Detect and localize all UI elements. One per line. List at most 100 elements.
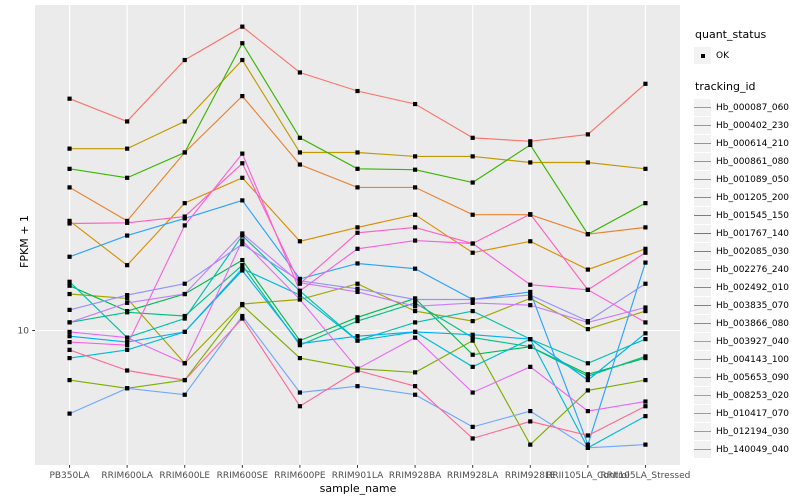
legend-item-Hb_000087_060: Hb_000087_060 — [694, 99, 800, 116]
data-point — [182, 281, 187, 286]
data-point — [182, 361, 187, 366]
data-point — [355, 225, 360, 230]
data-point — [643, 308, 648, 314]
data-point — [412, 329, 418, 335]
data-point — [643, 442, 648, 447]
data-point — [240, 268, 245, 273]
data-point — [470, 424, 475, 429]
data-point — [470, 300, 475, 305]
data-point — [585, 433, 590, 438]
data-point — [240, 24, 245, 29]
data-point — [240, 231, 245, 236]
data-point — [528, 160, 533, 165]
data-point — [528, 409, 533, 414]
legend-item-Hb_002492_010: Hb_002492_010 — [694, 279, 800, 296]
data-point — [297, 293, 303, 298]
legend-item-label: Hb_010417_070 — [716, 408, 790, 419]
data-point — [240, 242, 245, 247]
data-point — [643, 250, 648, 255]
data-point — [297, 390, 303, 395]
series-color-line-icon — [694, 286, 711, 289]
legend-key-box — [694, 369, 711, 386]
series-color-line-icon — [694, 106, 711, 109]
data-point — [297, 239, 303, 244]
data-point — [67, 146, 72, 151]
data-point — [297, 338, 303, 343]
series-color-line-icon — [694, 394, 711, 397]
data-point — [355, 315, 360, 320]
data-point — [355, 368, 360, 373]
data-point — [297, 297, 303, 302]
data-point — [355, 261, 360, 266]
data-point — [355, 185, 360, 190]
data-point — [67, 96, 72, 101]
legend-key-box — [694, 279, 711, 296]
data-point — [182, 377, 187, 383]
x-tick-label: RRIM600SE — [217, 471, 269, 481]
legend-item-Hb_010417_070: Hb_010417_070 — [694, 405, 800, 422]
data-point — [585, 374, 590, 379]
legend-item-Hb_004143_100: Hb_004143_100 — [694, 351, 800, 368]
series-color-line-icon — [694, 160, 711, 163]
data-point — [470, 212, 475, 217]
data-point — [182, 223, 187, 228]
data-point — [125, 368, 130, 373]
data-point — [528, 212, 533, 217]
data-point — [67, 339, 72, 345]
data-point — [528, 296, 533, 301]
legend-key-box — [694, 423, 711, 440]
data-point — [643, 201, 648, 206]
data-point — [412, 266, 418, 271]
data-point — [412, 154, 418, 159]
data-point — [125, 175, 130, 180]
y-tick-label: 10 — [18, 327, 30, 337]
legend-item-quant-status-ok: OK — [694, 47, 800, 64]
data-point — [412, 238, 418, 243]
data-point — [67, 411, 72, 416]
legend-key-box — [694, 333, 711, 350]
data-point — [585, 267, 590, 272]
legend-key-box — [694, 135, 711, 152]
data-point — [585, 442, 590, 447]
data-point — [182, 313, 187, 319]
legend-key-box — [694, 225, 711, 242]
data-point — [125, 146, 130, 151]
data-point — [240, 94, 245, 99]
legend-item-label: Hb_003835_070 — [716, 300, 790, 311]
x-tick-label: RRIM600LA — [101, 471, 153, 481]
data-point — [297, 162, 303, 167]
data-point — [585, 361, 590, 366]
data-point — [125, 339, 130, 345]
data-point — [182, 291, 187, 297]
legend-item-label: Hb_140049_040 — [716, 444, 790, 455]
series-color-line-icon — [694, 430, 711, 433]
data-point — [67, 307, 72, 312]
x-tick-label: RRII105LA_Control — [546, 471, 629, 481]
data-point — [585, 287, 590, 292]
data-point — [528, 142, 533, 148]
legend-key-box — [694, 99, 711, 116]
legend-item-label: Hb_001089_050 — [716, 174, 790, 185]
data-point — [528, 282, 533, 287]
data-point — [67, 334, 72, 339]
data-point — [412, 304, 418, 309]
legend-item-Hb_003927_040: Hb_003927_040 — [694, 333, 800, 350]
series-color-line-icon — [694, 322, 711, 325]
data-point — [67, 279, 72, 284]
legend-item-label: Hb_002276_240 — [716, 264, 790, 275]
x-axis-title: sample_name — [319, 482, 397, 495]
data-point — [585, 160, 590, 165]
series-color-line-icon — [694, 304, 711, 307]
data-point — [182, 214, 187, 219]
data-point — [297, 355, 303, 361]
legend-item-Hb_001089_050: Hb_001089_050 — [694, 171, 800, 188]
legend-item-label: Hb_002492_010 — [716, 282, 790, 293]
legend-tracking-id-items: Hb_000087_060 Hb_000402_230 Hb_000614_210 H… — [694, 99, 800, 458]
legend-item-label: Hb_000614_210 — [716, 138, 790, 149]
data-point — [355, 286, 360, 291]
square-point-icon — [700, 53, 705, 58]
series-color-line-icon — [694, 268, 711, 271]
series-color-line-icon — [694, 178, 711, 181]
